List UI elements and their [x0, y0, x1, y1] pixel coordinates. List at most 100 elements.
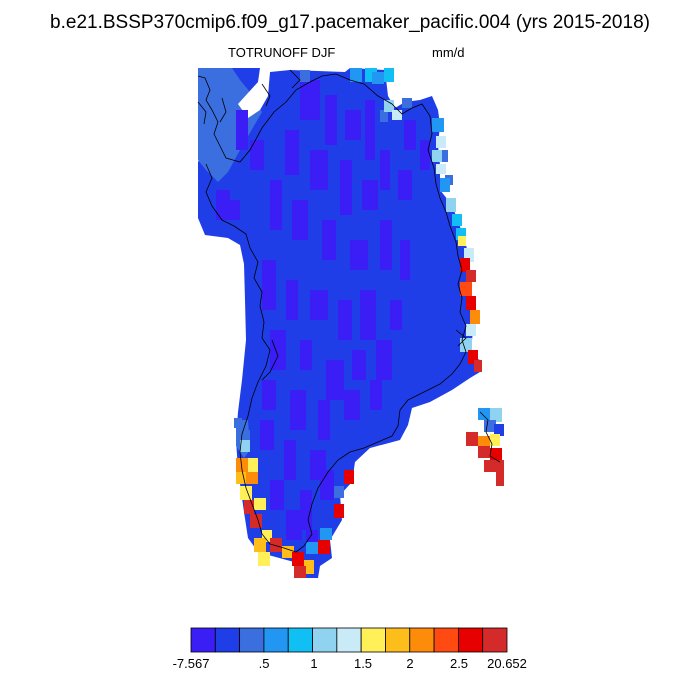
grid-cell — [466, 296, 476, 310]
grid-cell — [300, 80, 320, 120]
grid-cell — [236, 458, 248, 472]
grid-cell — [270, 538, 282, 552]
grid-cell — [322, 220, 336, 260]
grid-cell — [285, 130, 299, 175]
grid-cell — [294, 566, 306, 578]
grid-cell — [254, 498, 266, 510]
colorbar-swatch — [336, 627, 362, 653]
grid-cell — [350, 68, 362, 82]
grid-cell — [384, 100, 394, 112]
grid-cell — [344, 470, 354, 484]
grid-cell — [318, 400, 330, 440]
grid-cell — [284, 440, 296, 480]
grid-cell — [326, 360, 344, 400]
grid-cell — [300, 70, 310, 82]
grid-cell — [250, 140, 264, 170]
grid-cell — [478, 446, 490, 458]
colorbar-tick-label: 20.652 — [487, 656, 527, 671]
grid-cell — [310, 150, 328, 190]
grid-cell — [400, 240, 410, 280]
grid-cell — [318, 540, 330, 554]
colorbar-swatch — [312, 627, 338, 653]
coastline-segment — [455, 329, 467, 347]
grid-cell — [490, 408, 502, 422]
grid-cell — [380, 110, 388, 122]
units-label: mm/d — [432, 45, 465, 60]
grid-cell — [325, 95, 337, 145]
grid-cell — [246, 472, 258, 484]
grid-cell — [340, 160, 352, 215]
colorbar-tick-label: 2 — [406, 656, 414, 671]
grid-cell — [234, 418, 242, 428]
grid-cell — [262, 380, 276, 410]
grid-cell — [320, 470, 334, 500]
colorbar-tick-label: -7.567 — [172, 656, 210, 671]
colorbar-tick-label: 1 — [310, 656, 318, 671]
grid-cell — [258, 552, 270, 566]
grid-cell — [292, 200, 308, 240]
grid-cell — [292, 552, 304, 566]
grid-cell — [262, 260, 276, 310]
coastline-segment — [479, 411, 501, 463]
colorbar-tick-label: .5 — [258, 656, 270, 671]
colorbar-swatch — [457, 627, 484, 653]
grid-cell — [458, 236, 466, 246]
grid-cell — [244, 500, 254, 514]
grid-cell — [365, 100, 375, 160]
grid-cell — [345, 110, 361, 140]
coastline — [197, 69, 501, 553]
grid-cell — [350, 240, 368, 270]
coastline-segment — [261, 83, 271, 107]
grid-cell — [262, 530, 272, 542]
grid-cell — [484, 460, 496, 472]
colorbar-swatch — [287, 627, 313, 653]
grid-cell — [380, 220, 392, 270]
grid-cell — [464, 248, 474, 262]
grid-cell — [338, 300, 352, 340]
grid-cell — [270, 180, 282, 230]
grid-cell — [230, 200, 240, 220]
grid-cell — [432, 118, 444, 132]
grid-cell — [344, 390, 360, 420]
grid-cell — [334, 486, 344, 498]
colorbar-swatch — [239, 627, 265, 653]
grid-cell — [432, 150, 442, 162]
colorbar — [190, 627, 508, 653]
grid-cell — [466, 432, 478, 446]
grid-cell — [248, 458, 258, 472]
grid-cell — [290, 390, 306, 430]
grid-cell — [466, 324, 476, 336]
colorbar-swatch — [263, 627, 289, 653]
colorbar-swatch — [385, 627, 411, 653]
grid-cell — [300, 340, 312, 370]
grid-cell — [286, 280, 298, 320]
grid-cell — [420, 140, 430, 170]
coastline-segment — [261, 339, 279, 381]
grid-cell — [496, 474, 504, 486]
grid-cell — [380, 150, 390, 190]
grid-cell — [404, 120, 416, 150]
grid-cell — [372, 72, 384, 84]
grid-cell — [384, 68, 394, 82]
grid-cell — [352, 350, 366, 380]
grid-cell — [474, 360, 482, 372]
colorbar-swatch — [433, 627, 459, 653]
colorbar-tick-label: 1.5 — [353, 656, 373, 671]
colorbar-tick-label: 2.5 — [449, 656, 469, 671]
grid-cell — [436, 164, 446, 174]
grid-cell — [370, 380, 382, 410]
colorbar-swatch — [360, 627, 386, 653]
grid-cell — [490, 448, 502, 462]
grid-cell — [250, 514, 262, 528]
grid-cell — [466, 270, 476, 282]
grid-cell — [310, 290, 328, 320]
grid-cell — [436, 136, 446, 148]
grid-cell — [402, 98, 412, 108]
grid-cell — [304, 560, 314, 574]
grid-cell — [440, 150, 448, 162]
grid-cell — [260, 420, 274, 450]
grid-cell — [460, 258, 470, 272]
grid-cell — [240, 430, 250, 444]
grid-cell — [236, 110, 248, 150]
